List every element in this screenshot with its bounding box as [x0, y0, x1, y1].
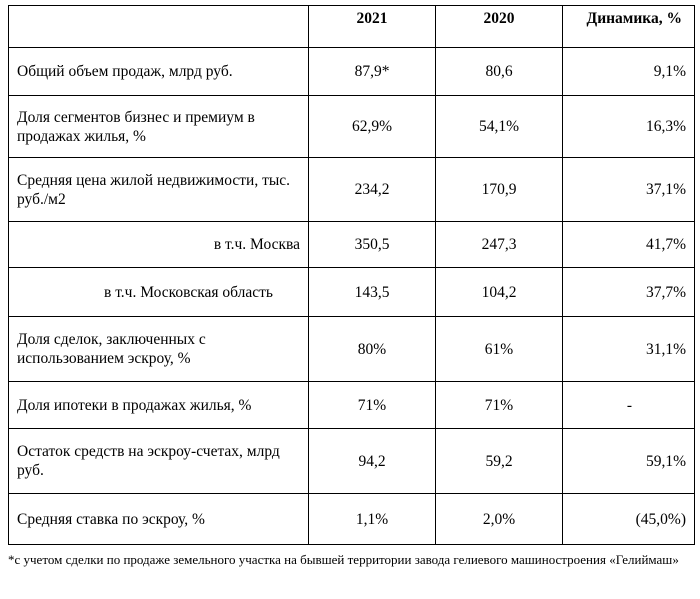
row-label: Доля ипотеки в продажах жилья, % — [8, 381, 309, 429]
value-dynamics: 31,1% — [562, 316, 695, 382]
table-row: Доля сделок, заключенных с использование… — [8, 316, 695, 382]
value-2020: 247,3 — [435, 221, 563, 268]
value-2020: 71% — [435, 381, 563, 429]
table-row: Доля ипотеки в продажах жилья, % 71% 71%… — [8, 381, 695, 429]
header-year-2020: 2020 — [435, 5, 563, 48]
row-label: Доля сегментов бизнес и премиум в продаж… — [8, 95, 309, 158]
value-dynamics: 37,7% — [562, 267, 695, 317]
value-dynamics: (45,0%) — [562, 493, 695, 545]
header-year-2021: 2021 — [308, 5, 436, 48]
row-label: Доля сделок, заключенных с использование… — [8, 316, 309, 382]
value-dynamics: - — [562, 381, 695, 429]
table-row: Остаток средств на эскроу-счетах, млрд р… — [8, 428, 695, 494]
table-header-row: 2021 2020 Динамика, % — [8, 5, 695, 48]
value-2021: 1,1% — [308, 493, 436, 545]
value-2020: 59,2 — [435, 428, 563, 494]
table-row: Общий объем продаж, млрд руб. 87,9* 80,6… — [8, 47, 695, 96]
table-row: Доля сегментов бизнес и премиум в продаж… — [8, 95, 695, 158]
value-dynamics: 9,1% — [562, 47, 695, 96]
footnote: *с учетом сделки по продаже земельного у… — [8, 552, 679, 567]
document: 2021 2020 Динамика, % Общий объем продаж… — [8, 5, 695, 568]
value-dynamics: 16,3% — [562, 95, 695, 158]
value-2021: 80% — [308, 316, 436, 382]
value-dynamics: 59,1% — [562, 428, 695, 494]
value-2021: 62,9% — [308, 95, 436, 158]
value-2021: 71% — [308, 381, 436, 429]
row-label: Средняя цена жилой недвижимости, тыс. ру… — [8, 157, 309, 222]
value-2020: 104,2 — [435, 267, 563, 317]
value-2021: 143,5 — [308, 267, 436, 317]
table-row: Средняя цена жилой недвижимости, тыс. ру… — [8, 157, 695, 222]
value-2021: 94,2 — [308, 428, 436, 494]
metrics-table: 2021 2020 Динамика, % Общий объем продаж… — [8, 5, 695, 545]
table-row: в т.ч. Москва 350,5 247,3 41,7% — [8, 221, 695, 268]
header-label-cell — [8, 5, 309, 48]
value-dynamics: 41,7% — [562, 221, 695, 268]
row-label-moscow: в т.ч. Москва — [8, 221, 309, 268]
value-2021: 234,2 — [308, 157, 436, 222]
value-2020: 54,1% — [435, 95, 563, 158]
table-row: Средняя ставка по эскроу, % 1,1% 2,0% (4… — [8, 493, 695, 545]
value-2020: 80,6 — [435, 47, 563, 96]
table-row: в т.ч. Московская область 143,5 104,2 37… — [8, 267, 695, 317]
row-label: Остаток средств на эскроу-счетах, млрд р… — [8, 428, 309, 494]
value-2021: 87,9* — [308, 47, 436, 96]
row-label: Средняя ставка по эскроу, % — [8, 493, 309, 545]
value-2020: 2,0% — [435, 493, 563, 545]
row-label-moscow-region: в т.ч. Московская область — [8, 267, 309, 317]
header-dynamics: Динамика, % — [562, 5, 695, 48]
value-dynamics: 37,1% — [562, 157, 695, 222]
value-2020: 61% — [435, 316, 563, 382]
row-label: Общий объем продаж, млрд руб. — [8, 47, 309, 96]
value-2021: 350,5 — [308, 221, 436, 268]
value-2020: 170,9 — [435, 157, 563, 222]
